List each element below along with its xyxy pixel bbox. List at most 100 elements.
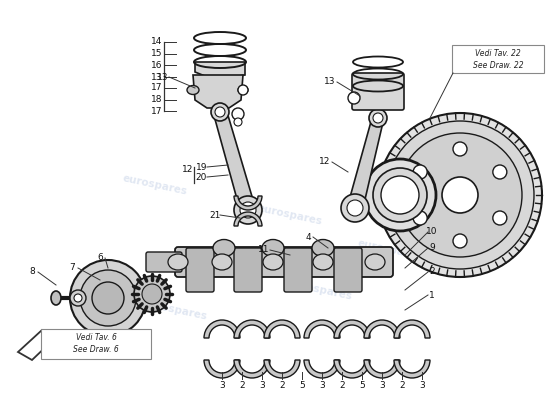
Circle shape — [238, 85, 248, 95]
FancyBboxPatch shape — [352, 73, 404, 110]
Text: Vedi Tav. 6: Vedi Tav. 6 — [75, 332, 117, 342]
Ellipse shape — [213, 240, 235, 256]
Text: eurospares: eurospares — [257, 203, 323, 227]
Text: 8: 8 — [29, 268, 35, 276]
Text: 21: 21 — [210, 210, 221, 220]
Text: 19: 19 — [195, 162, 207, 172]
Ellipse shape — [262, 240, 284, 256]
Circle shape — [70, 290, 86, 306]
Text: 6: 6 — [97, 254, 103, 262]
Circle shape — [70, 260, 146, 336]
Text: 13: 13 — [151, 72, 162, 82]
Text: 2: 2 — [279, 380, 285, 390]
FancyBboxPatch shape — [452, 45, 544, 73]
Wedge shape — [334, 360, 370, 378]
Text: 2: 2 — [429, 268, 435, 276]
Text: eurospares: eurospares — [357, 238, 424, 262]
Wedge shape — [264, 320, 300, 338]
Text: 15: 15 — [151, 50, 162, 58]
Wedge shape — [234, 196, 262, 210]
Text: 2: 2 — [239, 380, 245, 390]
Circle shape — [347, 200, 363, 216]
Text: 11: 11 — [258, 246, 270, 254]
Text: 3: 3 — [259, 380, 265, 390]
Ellipse shape — [365, 254, 385, 270]
Circle shape — [80, 270, 136, 326]
Polygon shape — [195, 62, 245, 78]
Text: 5: 5 — [359, 380, 365, 390]
Circle shape — [398, 133, 522, 257]
Ellipse shape — [263, 254, 283, 270]
Circle shape — [413, 165, 427, 179]
Text: 1: 1 — [429, 290, 435, 300]
Text: 2: 2 — [339, 380, 345, 390]
Ellipse shape — [313, 254, 333, 270]
Ellipse shape — [168, 254, 188, 270]
FancyBboxPatch shape — [334, 248, 362, 292]
Polygon shape — [213, 112, 256, 210]
Circle shape — [493, 211, 507, 225]
FancyBboxPatch shape — [186, 248, 214, 292]
Text: 12: 12 — [182, 166, 193, 174]
FancyBboxPatch shape — [41, 329, 151, 359]
Circle shape — [232, 108, 244, 120]
Ellipse shape — [312, 240, 334, 256]
Text: 12: 12 — [320, 158, 331, 166]
Text: 9: 9 — [429, 244, 435, 252]
Wedge shape — [364, 360, 400, 378]
FancyBboxPatch shape — [146, 252, 182, 272]
Circle shape — [92, 282, 124, 314]
Text: 17: 17 — [151, 106, 162, 116]
Wedge shape — [394, 360, 430, 378]
Ellipse shape — [51, 291, 61, 305]
Ellipse shape — [212, 254, 232, 270]
Circle shape — [341, 194, 369, 222]
Text: 3: 3 — [379, 380, 385, 390]
Circle shape — [453, 142, 467, 156]
Text: 13: 13 — [157, 72, 168, 82]
Text: 14: 14 — [151, 38, 162, 46]
Wedge shape — [364, 320, 400, 338]
Text: 20: 20 — [196, 172, 207, 182]
Text: 3: 3 — [419, 380, 425, 390]
Text: eurospares: eurospares — [142, 298, 208, 322]
Circle shape — [381, 176, 419, 214]
Wedge shape — [234, 320, 270, 338]
Polygon shape — [18, 330, 55, 360]
Wedge shape — [304, 320, 340, 338]
Text: Vedi Tav. 22: Vedi Tav. 22 — [475, 48, 521, 58]
Text: 4: 4 — [305, 232, 311, 242]
FancyBboxPatch shape — [284, 248, 312, 292]
Text: 16: 16 — [151, 60, 162, 70]
Text: 18: 18 — [151, 96, 162, 104]
Text: 3: 3 — [319, 380, 325, 390]
Wedge shape — [304, 360, 340, 378]
Text: 17: 17 — [151, 84, 162, 92]
Text: 2: 2 — [399, 380, 405, 390]
Text: See Draw. 6: See Draw. 6 — [73, 344, 119, 354]
Circle shape — [211, 103, 229, 121]
Circle shape — [74, 294, 82, 302]
Text: 10: 10 — [426, 228, 438, 236]
Ellipse shape — [238, 86, 248, 94]
Circle shape — [215, 107, 225, 117]
Circle shape — [369, 109, 387, 127]
Circle shape — [373, 168, 427, 222]
Wedge shape — [234, 360, 270, 378]
Text: 13: 13 — [324, 78, 336, 86]
Circle shape — [234, 118, 242, 126]
Text: eurospares: eurospares — [287, 278, 353, 302]
Circle shape — [386, 121, 534, 269]
Polygon shape — [193, 75, 243, 108]
Text: eurospares: eurospares — [122, 173, 188, 197]
Ellipse shape — [187, 86, 199, 94]
Circle shape — [234, 196, 262, 224]
Circle shape — [442, 177, 478, 213]
Circle shape — [240, 202, 256, 218]
Wedge shape — [204, 320, 240, 338]
Text: 7: 7 — [69, 264, 75, 272]
Wedge shape — [204, 360, 240, 378]
Text: 5: 5 — [299, 380, 305, 390]
Circle shape — [413, 211, 427, 225]
Circle shape — [348, 92, 360, 104]
